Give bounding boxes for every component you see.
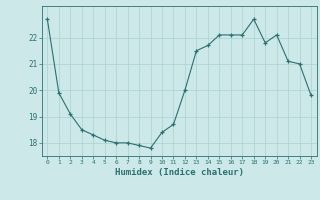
X-axis label: Humidex (Indice chaleur): Humidex (Indice chaleur) [115,168,244,177]
